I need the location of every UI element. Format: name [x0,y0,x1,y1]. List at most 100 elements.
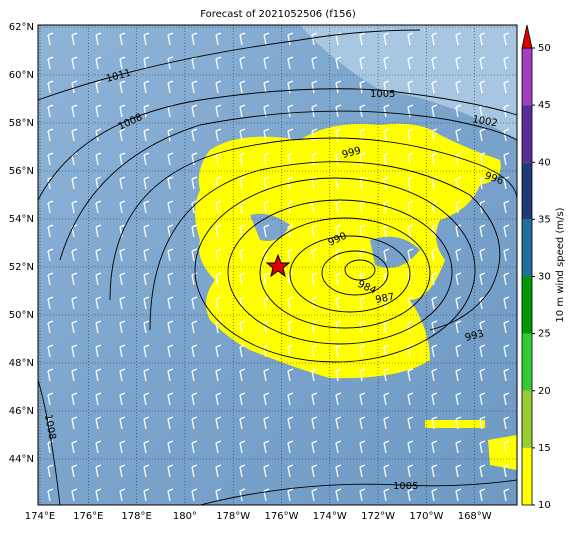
wind-barb [503,416,510,430]
wind-barb [143,320,150,334]
wind-barb [383,104,390,118]
lat-label: 50°N [9,310,34,321]
wind-barb [335,440,342,454]
wind-barb [431,200,438,214]
wind-barb [455,80,462,94]
wind-barb [503,464,510,478]
lat-label: 56°N [9,166,34,177]
wind-barb [431,152,438,166]
wind-barb [119,416,126,430]
colorbar-segment [522,276,532,334]
wind-barb [119,272,126,286]
wind-barb [215,152,222,166]
contour-label: 1002 [471,114,498,129]
wind-barb [71,200,78,214]
wind-barb [95,368,102,382]
wind-barb [287,176,294,190]
wind-barb [143,56,150,70]
wind-barb [455,368,462,382]
wind-barb [143,80,150,94]
wind-barb [455,200,462,214]
wind-barb [47,488,54,502]
wind-barb [335,224,342,238]
wind-barb [143,488,150,502]
wind-barb [503,80,510,94]
lat-label: 52°N [9,262,34,273]
wind-barb [503,128,510,142]
wind-barb [215,80,222,94]
wind-barb [455,104,462,118]
wind-barb [407,128,414,142]
wind-barb [239,104,246,118]
wind-barb [119,32,126,46]
wind-barb [455,56,462,70]
contour-label: 1005 [393,481,418,492]
wind-barb [71,392,78,406]
wind-barb [239,32,246,46]
wind-barb [311,416,318,430]
map: 1011 1008 1005 1002 999 996 990 984 987 … [38,25,517,505]
wind-barb [407,464,414,478]
wind-barb [239,296,246,310]
wind-barb [95,32,102,46]
wind-barb [95,224,102,238]
wind-barb [287,56,294,70]
wind-barb [431,32,438,46]
wind-barb [167,80,174,94]
wind-barb [479,176,486,190]
wind-barb [431,128,438,142]
wind-barb [503,32,510,46]
wind-barb [335,464,342,478]
wind-barb [191,272,198,286]
wind-barb [479,32,486,46]
wind-barb [47,104,54,118]
wind-barb [215,488,222,502]
wind-barb [287,128,294,142]
wind-barb [167,344,174,358]
wind-barb [215,104,222,118]
wind-barb [431,392,438,406]
wind-barb [383,248,390,262]
wind-barb [167,440,174,454]
wind-barb [455,392,462,406]
contour-label: 987 [375,292,396,306]
wind-barb [287,248,294,262]
wind-barb [287,464,294,478]
wind-barb [215,248,222,262]
wind-barb [143,440,150,454]
wind-barb [263,296,270,310]
wind-barb [335,392,342,406]
wind-barb [311,488,318,502]
colorbar-tick-label: 40 [538,157,551,168]
wind-barb [455,296,462,310]
wind-barb [215,368,222,382]
wind-barb [335,488,342,502]
wind-barb [167,320,174,334]
wind-barb [431,440,438,454]
wind-barb [383,392,390,406]
wind-barb [47,368,54,382]
wind-barb [215,440,222,454]
wind-barb [287,392,294,406]
wind-barb [383,464,390,478]
wind-barb [335,152,342,166]
wind-barb [215,296,222,310]
wind-barb [311,368,318,382]
wind-barb [287,32,294,46]
wind-barb [119,104,126,118]
wind-barb [215,320,222,334]
wind-barb [239,464,246,478]
wind-barb [191,248,198,262]
wind-barb [383,128,390,142]
wind-barb [143,152,150,166]
wind-barb [287,296,294,310]
wind-barb [311,392,318,406]
lat-label: 58°N [9,118,34,129]
wind-barb [95,248,102,262]
lon-label: 172°W [361,511,395,522]
wind-barb [263,440,270,454]
colorbar-tick-label: 50 [538,43,551,54]
wind-barb [71,128,78,142]
wind-barb [383,152,390,166]
wind-barb [503,200,510,214]
